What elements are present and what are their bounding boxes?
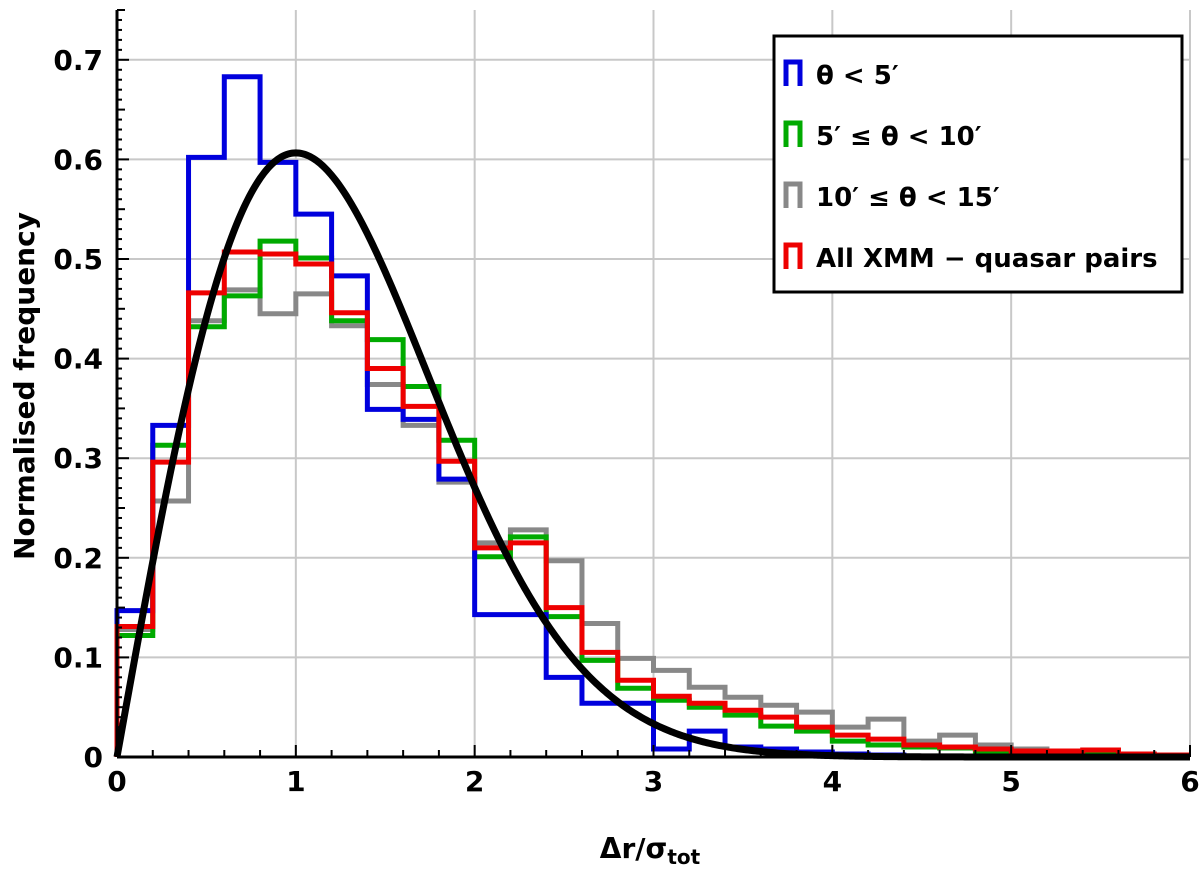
legend-box: [772, 34, 1184, 294]
x-tick-label: 3: [644, 765, 663, 798]
y-tick-label: 0.4: [53, 343, 103, 376]
histogram-series-3: [114, 249, 1190, 758]
legend: θ < 5′ 5′ ≤ θ < 10′ 10′ ≤ θ < 15′ All XMM −…: [772, 34, 1184, 294]
y-tick-label: 0: [84, 741, 103, 774]
x-tick-labels: 0 1 2 3 4 5 6: [107, 765, 1199, 798]
x-tick-label: 5: [1001, 765, 1020, 798]
x-tick-label: 4: [823, 765, 842, 798]
x-tick-label: 1: [286, 765, 305, 798]
x-tick-label: 6: [1180, 765, 1199, 798]
y-tick-label: 0.2: [53, 542, 103, 575]
y-axis-title: Normalised frequency: [8, 212, 41, 560]
x-axis-title-main: Δr/σ: [600, 832, 668, 865]
legend-marker-0: [783, 59, 803, 86]
legend-label-3: All XMM − quasar pairs: [816, 244, 1158, 274]
y-tick-label: 0.7: [53, 44, 103, 77]
y-tick-label: 0.1: [53, 641, 103, 674]
y-tick-label: 0.3: [53, 442, 103, 475]
y-tick-label: 0.6: [53, 143, 103, 176]
y-tick-label: 0.5: [53, 243, 103, 276]
x-tick-label: 2: [465, 765, 484, 798]
legend-label-1: 5′ ≤ θ < 10′: [816, 122, 982, 152]
legend-label-2: 10′ ≤ θ < 15′: [816, 183, 1000, 213]
legend-label-0: θ < 5′: [816, 61, 899, 91]
legend-marker-2: [783, 181, 803, 208]
x-tick-label: 0: [107, 765, 126, 798]
y-tick-labels: 0 0.1 0.2 0.3 0.4 0.5 0.6 0.7: [53, 44, 103, 774]
legend-marker-1: [783, 120, 803, 147]
legend-marker-3: [783, 242, 803, 269]
x-axis-title-sub: tot: [667, 845, 700, 869]
x-axis-title: Δr/σtot: [600, 832, 701, 869]
tick-marks: [116, 9, 1191, 758]
